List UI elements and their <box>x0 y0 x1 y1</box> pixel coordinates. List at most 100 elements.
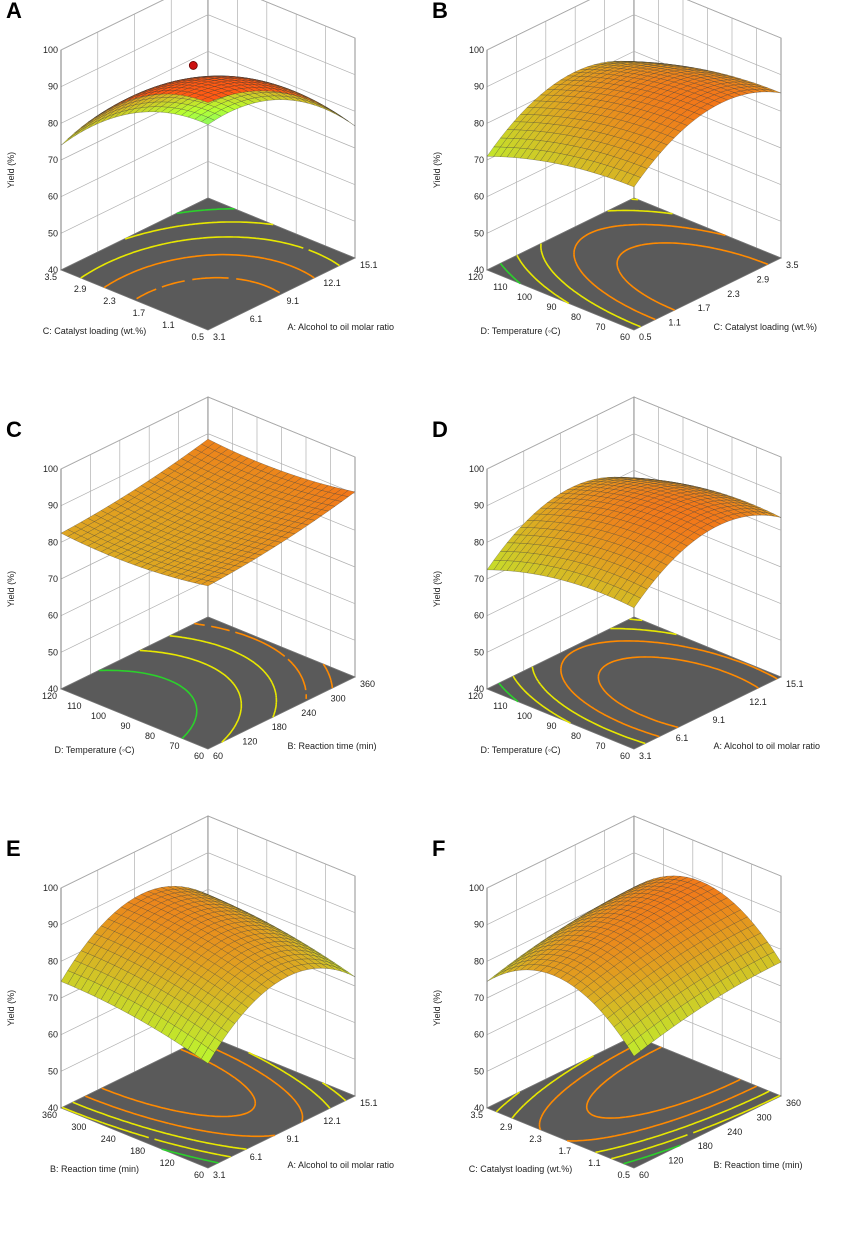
y-tick-label: 80 <box>571 312 581 322</box>
panel-c: 100 90 80 70 60 50 40 Yield (%) 60 120 180 240 300 36… <box>0 396 425 837</box>
y-axis: 60 120 180 240 300 360 B: Reaction time (min) <box>42 1110 204 1180</box>
contour-level <box>531 627 677 745</box>
contour-level <box>560 640 778 738</box>
contour-level <box>101 1048 257 1118</box>
contour-lines <box>498 618 778 745</box>
x-tick-label: 15.1 <box>360 1098 378 1108</box>
contour-level <box>585 1046 741 1119</box>
contour-floor <box>60 616 356 750</box>
z-tick-label: 60 <box>48 1030 58 1040</box>
z-tick-label: 40 <box>48 265 58 275</box>
y-axis-label: B: Reaction time (min) <box>50 1164 139 1174</box>
y-tick-label: 90 <box>120 721 130 731</box>
contour-level <box>136 276 281 300</box>
z-tick-label: 80 <box>474 537 484 547</box>
y-axis-label: C: Catalyst loading (wt.%) <box>43 326 147 336</box>
contour-level <box>623 1144 681 1165</box>
surface-plot-b: 100 90 80 70 60 50 40 Yield (%) 0.5 1.1 1.7 2.3 2.9 3… <box>432 0 818 342</box>
y-tick-label: 180 <box>130 1146 145 1156</box>
panel-a: 100 90 80 70 60 50 40 Yield (%) 3.1 6.1 9.1 12.1 15.… <box>0 0 425 418</box>
x-tick-label: 1.7 <box>698 303 711 313</box>
panel-e: 100 90 80 70 60 50 40 Yield (%) 3.1 6.1 9.1 12.1 15.… <box>0 815 425 1256</box>
z-tick-label: 60 <box>48 192 58 202</box>
x-tick-label: 6.1 <box>250 1152 263 1162</box>
contour-level <box>80 236 340 279</box>
y-axis: 60 70 80 90 100 110 120 D: Temperature (◦C) <box>468 691 630 761</box>
z-tick-label: 90 <box>474 82 484 92</box>
x-tick-label: 240 <box>301 708 316 718</box>
y-axis-label: D: Temperature (◦C) <box>54 745 134 755</box>
y-tick-label: 120 <box>468 272 483 282</box>
contour-level <box>511 1055 770 1154</box>
contour-level <box>573 223 726 321</box>
x-tick-label: 240 <box>727 1127 742 1137</box>
y-tick-label: 70 <box>169 741 179 751</box>
y-tick-label: 80 <box>571 731 581 741</box>
z-tick-label: 100 <box>469 45 484 55</box>
y-tick-label: 80 <box>145 731 155 741</box>
z-tick-label: 80 <box>48 956 58 966</box>
z-grid-line <box>486 815 782 889</box>
response-surface <box>60 75 356 146</box>
y-tick-label: 70 <box>595 741 605 751</box>
y-tick-label: 110 <box>493 282 507 292</box>
z-tick-label: 40 <box>474 265 484 275</box>
z-grid-line <box>486 852 782 925</box>
z-tick-label: 60 <box>474 611 484 621</box>
z-tick-label: 50 <box>474 228 484 238</box>
x-tick-label: 180 <box>272 722 287 732</box>
y-tick-label: 240 <box>101 1134 116 1144</box>
x-tick-label: 360 <box>360 679 375 689</box>
y-tick-label: 1.7 <box>133 308 146 318</box>
y-axis: 0.5 1.1 1.7 2.3 2.9 3.5 C: Catalyst loading (w… <box>43 272 204 342</box>
surface-plot-e: 100 90 80 70 60 50 40 Yield (%) 3.1 6.1 9.1 12.1 15.… <box>6 815 394 1180</box>
y-axis-label: D: Temperature (◦C) <box>480 745 560 755</box>
surface-cell <box>200 97 216 103</box>
z-tick-label: 70 <box>474 574 484 584</box>
contour-floor <box>486 616 782 750</box>
contour-level <box>516 198 639 305</box>
z-tick-label: 60 <box>474 1030 484 1040</box>
x-tick-label: 2.3 <box>727 289 740 299</box>
y-tick-label: 70 <box>595 322 605 332</box>
x-tick-label: 9.1 <box>287 296 300 306</box>
contour-level <box>597 656 759 729</box>
z-tick-label: 80 <box>474 118 484 128</box>
contour-lines <box>61 1040 347 1164</box>
z-tick-label: 40 <box>48 1103 58 1113</box>
y-tick-label: 1.7 <box>559 1146 572 1156</box>
panel-label-c: C <box>6 417 22 442</box>
contour-level <box>139 649 243 743</box>
surface-cell <box>201 1047 215 1064</box>
panel-d: 100 90 80 70 60 50 40 Yield (%) 3.1 6.1 9.1 12.1 15.… <box>426 396 851 837</box>
panel-label-e: E <box>6 836 21 861</box>
x-tick-label: 6.1 <box>250 314 263 324</box>
contour-lines <box>80 208 340 300</box>
y-tick-label: 60 <box>194 1170 204 1180</box>
surface-cell <box>200 580 216 587</box>
x-tick-label: 180 <box>698 1141 713 1151</box>
y-tick-label: 2.3 <box>529 1134 542 1144</box>
x-tick-label: 60 <box>639 1170 649 1180</box>
x-axis-label: C: Catalyst loading (wt.%) <box>714 322 818 332</box>
y-tick-label: 100 <box>91 711 106 721</box>
x-tick-label: 3.5 <box>786 260 799 270</box>
x-axis-label: B: Reaction time (min) <box>288 741 377 751</box>
x-tick-label: 60 <box>213 751 223 761</box>
z-tick-label: 90 <box>48 920 58 930</box>
contour-level <box>538 1039 758 1142</box>
x-axis: 3.1 6.1 9.1 12.1 15.1 A: Alcohol to oil molar… <box>639 679 820 761</box>
response-surface <box>486 476 782 609</box>
z-tick-label: 90 <box>474 920 484 930</box>
z-tick-label: 100 <box>43 883 58 893</box>
z-grid-line <box>60 852 356 925</box>
x-tick-label: 9.1 <box>713 715 726 725</box>
z-tick-label: 100 <box>469 464 484 474</box>
x-axis: 3.1 6.1 9.1 12.1 15.1 A: Alcohol to oil molar… <box>213 260 394 342</box>
contour-level <box>169 635 278 718</box>
z-tick-label: 80 <box>474 956 484 966</box>
x-tick-label: 12.1 <box>323 278 341 288</box>
z-tick-label: 80 <box>48 118 58 128</box>
z-grid-line <box>60 14 356 87</box>
response-surface <box>60 438 356 587</box>
